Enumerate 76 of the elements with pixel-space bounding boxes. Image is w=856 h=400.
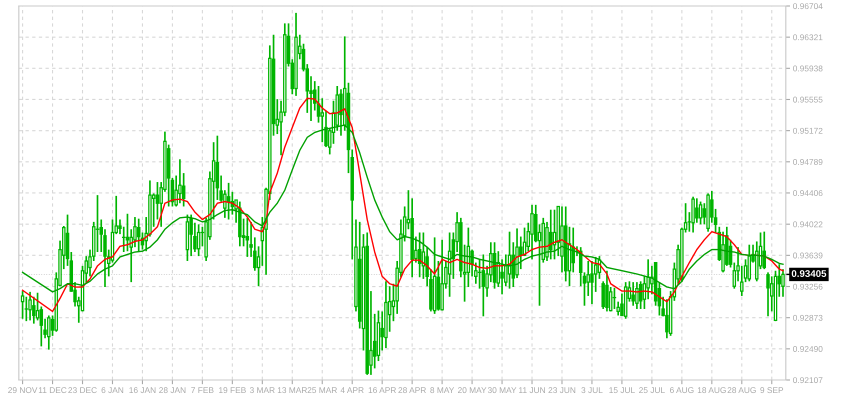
candlestick	[320, 97, 324, 144]
candlestick	[530, 204, 534, 260]
ref-line-label: 0.93405	[792, 270, 826, 278]
x-tick-label: 15 JUL	[609, 387, 635, 394]
x-tick-label: 6 JAN	[102, 387, 124, 394]
candlestick	[635, 281, 639, 310]
x-tick-label: 19 FEB	[219, 387, 246, 394]
y-tick-label: 0.94406	[793, 190, 823, 196]
x-tick-label: 9 SEP	[760, 387, 784, 394]
y-tick-label: 0.95555	[793, 96, 823, 103]
candlestick	[605, 270, 609, 312]
candlestick	[226, 182, 230, 220]
x-tick-label: 3 JUL	[581, 387, 603, 394]
x-tick-label: 28 JAN	[159, 387, 186, 394]
x-tick-label: 29 NOV	[8, 387, 38, 394]
candlestick	[631, 281, 635, 307]
y-tick-label: 0.96704	[793, 3, 823, 10]
x-tick-label: 28 APR	[398, 387, 426, 394]
line-series	[22, 124, 784, 293]
x-tick-label: 6 AUG	[670, 387, 694, 394]
x-tick-label: 20 MAY	[458, 387, 486, 394]
x-tick-label: 11 JUN	[519, 387, 545, 394]
candlestick	[418, 232, 422, 278]
x-tick-label: 13 MAR	[278, 387, 307, 394]
y-tick-label: 0.92873	[793, 314, 823, 321]
candlestick	[781, 268, 785, 298]
candlestick	[196, 224, 200, 257]
y-tick-label: 0.95938	[793, 66, 823, 72]
candlestick	[552, 208, 556, 260]
candlestick	[28, 291, 32, 322]
x-tick-label: 11 DEC	[38, 387, 67, 394]
candlestick	[698, 200, 702, 226]
candlestick	[178, 158, 182, 204]
y-tick-label: 0.92490	[793, 346, 823, 352]
x-tick-label: 8 MAY	[430, 387, 454, 394]
x-tick-label: 18 AUG	[698, 387, 726, 394]
candlestick	[32, 296, 36, 324]
candlestick	[189, 214, 193, 257]
x-tick-label: 4 APR	[340, 387, 364, 393]
candlestick	[47, 314, 51, 350]
y-tick-label: 0.93256	[793, 284, 823, 290]
candlestick	[549, 208, 552, 260]
candlestick	[20, 290, 24, 320]
candlestick	[691, 196, 695, 234]
candlestick	[246, 217, 250, 258]
candlestick	[500, 258, 504, 296]
x-tick-label: 16 APR	[368, 387, 396, 394]
x-tick-label: 28 AUG	[728, 387, 756, 394]
x-tick-label: 7 FEB	[191, 387, 214, 393]
candlestick	[638, 280, 642, 310]
x-tick-label: 23 JUN	[548, 387, 576, 394]
candlestick	[748, 244, 752, 282]
x-tick-label: 3 MAR	[250, 387, 275, 394]
candlestick	[612, 286, 616, 310]
x-tick-label: 16 JAN	[129, 387, 156, 394]
candlestick	[762, 230, 766, 270]
candlestick	[126, 212, 130, 252]
y-tick-label: 0.94022	[793, 221, 822, 228]
candlestick	[695, 197, 699, 224]
y-tick-label: 0.95172	[793, 128, 822, 134]
y-tick-label: 0.93639	[793, 252, 822, 258]
x-tick-label: 30 MAY	[488, 387, 516, 394]
candlestick	[478, 258, 482, 290]
x-tick-label: 25 MAR	[308, 387, 337, 394]
candlestick	[665, 298, 669, 340]
candlestick	[482, 254, 486, 318]
candlestick	[766, 272, 770, 318]
x-tick-label: 23 DEC	[68, 387, 97, 394]
candlestick	[136, 218, 140, 253]
candlestick	[96, 194, 100, 253]
candlestick	[339, 88, 343, 137]
candlestick	[590, 260, 594, 305]
y-tick-label: 0.92107	[793, 377, 822, 384]
x-tick-label: 25 JUL	[639, 387, 665, 394]
y-tick-label: 0.94789	[793, 159, 822, 165]
y-tick-label: 0.96321	[793, 34, 822, 40]
